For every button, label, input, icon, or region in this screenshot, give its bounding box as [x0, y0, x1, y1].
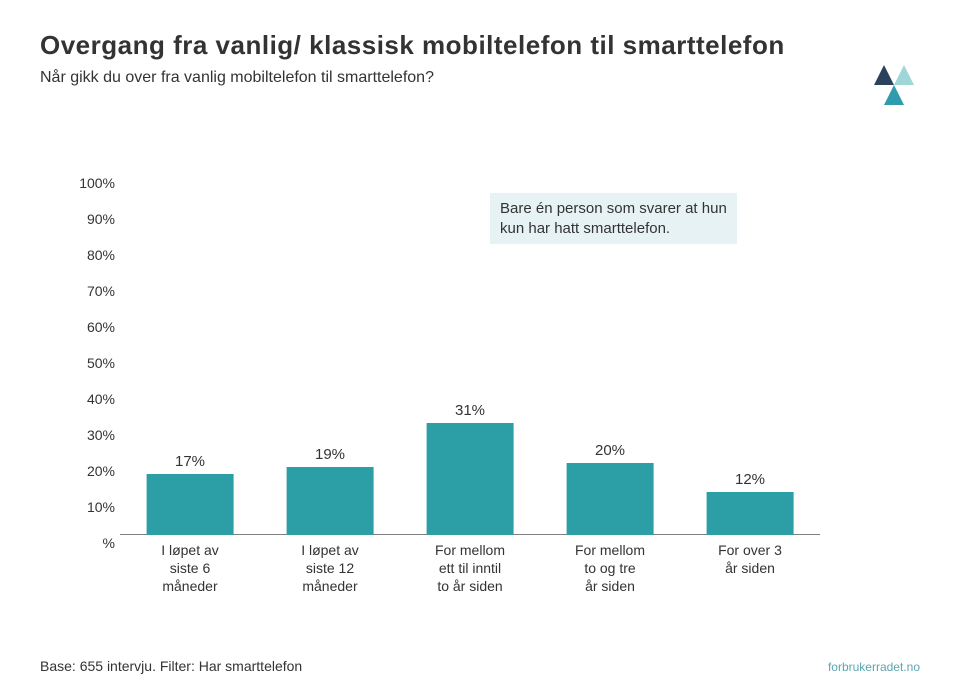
bar-value-label: 20% [595, 442, 625, 459]
ytick-label: 90% [60, 211, 115, 227]
bar-category-label: For mellom to og tre år siden [575, 541, 645, 596]
bar-value-label: 12% [735, 471, 765, 488]
ytick-label: 100% [60, 175, 115, 191]
bar-category-label: I løpet av siste 12 måneder [295, 541, 365, 596]
bar-category-label: For over 3 år siden [715, 541, 785, 577]
bar [147, 474, 234, 535]
ytick-label: 10% [60, 499, 115, 515]
bar-value-label: 31% [455, 402, 485, 419]
page: Overgang fra vanlig/ klassisk mobiltelef… [0, 0, 960, 688]
bar [567, 463, 654, 535]
ytick-label: 40% [60, 391, 115, 407]
bar [287, 467, 374, 535]
page-title: Overgang fra vanlig/ klassisk mobiltelef… [40, 30, 920, 61]
bar-slot: 19%I løpet av siste 12 måneder [260, 175, 400, 535]
footer-link[interactable]: forbrukerradet.no [828, 660, 920, 674]
chart-annotation: Bare én person som svarer at hunkun har … [490, 193, 737, 244]
brand-logo [864, 60, 924, 125]
ytick-label: 20% [60, 463, 115, 479]
bar-slot: 17%I løpet av siste 6 måneder [120, 175, 260, 535]
ytick-label: 60% [60, 319, 115, 335]
bar [707, 492, 794, 535]
bar [427, 423, 514, 535]
ytick-label: 30% [60, 427, 115, 443]
bar-value-label: 19% [315, 446, 345, 463]
bar-chart: 17%I løpet av siste 6 måneder19%I løpet … [60, 175, 820, 575]
ytick-label: 50% [60, 355, 115, 371]
bar-category-label: For mellom ett til inntil to år siden [435, 541, 505, 596]
footer-text: Base: 655 intervju. Filter: Har smarttel… [40, 658, 302, 674]
bar-value-label: 17% [175, 453, 205, 470]
ytick-label: 80% [60, 247, 115, 263]
ytick-label: 70% [60, 283, 115, 299]
ytick-label: % [60, 535, 115, 551]
page-subtitle: Når gikk du over fra vanlig mobiltelefon… [40, 69, 920, 87]
bar-category-label: I løpet av siste 6 måneder [155, 541, 225, 596]
logo-icon [864, 60, 924, 120]
